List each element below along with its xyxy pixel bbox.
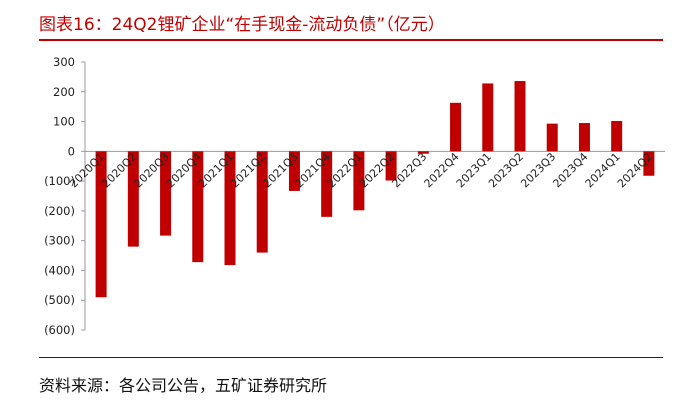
y-tick-label: 300: [53, 55, 75, 69]
bar: [546, 123, 558, 152]
bar: [611, 120, 623, 152]
y-tick-label: (300): [44, 234, 75, 248]
y-tick-label: 0: [68, 144, 75, 158]
y-tick-label: (200): [44, 204, 75, 218]
bar: [482, 83, 494, 152]
bar: [578, 123, 590, 152]
y-tick-label: (600): [44, 323, 75, 337]
y-tick-label: 200: [53, 85, 75, 99]
y-tick-label: 100: [53, 115, 75, 129]
bar: [224, 151, 236, 266]
bar: [321, 151, 333, 217]
bar: [95, 151, 107, 298]
y-tick-label: (100): [44, 174, 75, 188]
bar: [643, 151, 655, 176]
y-axis: 300 200 100 0 (100) (200) (300) (400) (500) (600): [44, 55, 665, 337]
footer-divider: [39, 357, 663, 358]
source-note: 资料来源：各公司公告，五矿证券研究所: [39, 376, 328, 395]
bar: [450, 102, 462, 152]
bar: [288, 151, 300, 191]
bar: [192, 151, 204, 263]
bar: [127, 151, 139, 247]
bars: [95, 81, 655, 298]
bar: [256, 151, 268, 253]
bar: [385, 151, 397, 181]
bar: [514, 81, 526, 152]
bar: [353, 151, 365, 211]
title-divider: [39, 39, 663, 41]
y-tick-label: (500): [44, 293, 75, 307]
bar: [160, 151, 172, 236]
bar: [417, 151, 429, 154]
chart-title: 图表16：24Q2锂矿企业“在手现金-流动负债”（亿元）: [39, 15, 445, 35]
y-tick-label: (400): [44, 263, 75, 277]
